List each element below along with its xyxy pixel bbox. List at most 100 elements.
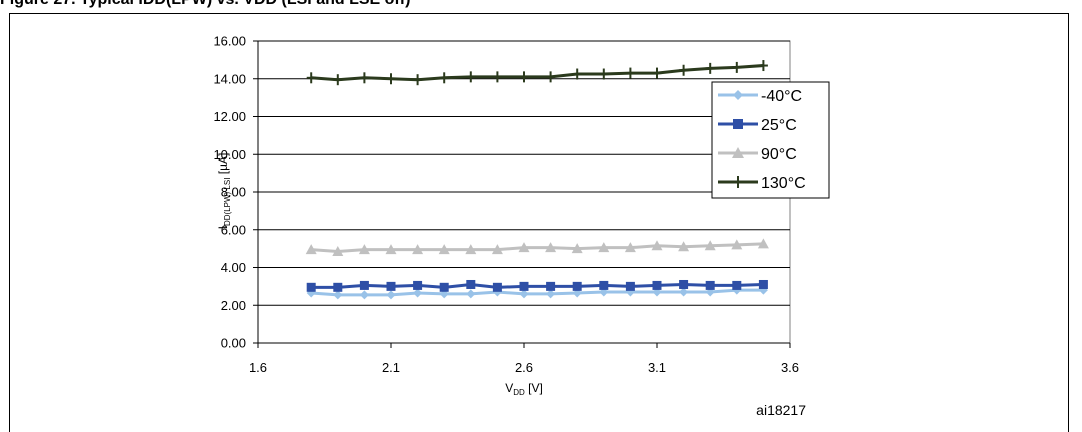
data-point-marker: [571, 243, 583, 254]
data-point-marker: [733, 176, 743, 188]
series-3: [306, 60, 768, 86]
data-point-marker: [758, 60, 768, 72]
y-tick-label: 6.00: [221, 222, 246, 237]
data-point-marker: [466, 71, 476, 83]
data-point-marker: [705, 280, 715, 290]
x-axis-label: VDD [V]: [505, 381, 543, 397]
data-point-marker: [413, 280, 423, 290]
x-axis-label-unit: [V]: [525, 381, 543, 395]
data-point-marker: [731, 239, 743, 250]
data-point-marker: [465, 244, 477, 255]
data-point-marker: [519, 71, 529, 83]
data-point-marker: [306, 72, 316, 84]
data-point-marker: [358, 244, 370, 255]
legend-box: [711, 81, 830, 199]
data-point-marker: [733, 90, 743, 100]
data-point-marker: [572, 281, 582, 291]
legend-label: 130°C: [761, 175, 806, 192]
data-point-marker: [757, 238, 769, 249]
y-tick-label: 12.00: [213, 109, 246, 124]
data-point-marker: [652, 67, 662, 79]
x-axis-label-sub: DD: [513, 388, 525, 397]
y-axis-label: IDD(LPW) LSI [µA]: [216, 153, 232, 230]
data-point-marker: [678, 241, 690, 252]
data-point-marker: [679, 279, 689, 289]
data-point-marker: [572, 68, 582, 80]
series-layer: [305, 60, 769, 300]
data-point-marker: [733, 119, 743, 129]
data-point-marker: [386, 281, 396, 291]
legend-label: -40°C: [761, 88, 802, 105]
figure-frame: [9, 13, 1069, 432]
legend-entry: -40°C: [718, 88, 802, 105]
figure-caption: Figure 27. Typical IDD(LPW) vs. VDD (LSI…: [0, 0, 410, 9]
data-point-marker: [438, 244, 450, 255]
data-point-marker: [333, 290, 343, 300]
data-point-marker: [439, 72, 449, 84]
data-point-marker: [705, 62, 715, 74]
legend-label: 25°C: [761, 117, 797, 134]
figure-caption-strip: Figure 27. Typical IDD(LPW) vs. VDD (LSI…: [0, 0, 1082, 10]
data-point-marker: [625, 281, 635, 291]
data-point-marker: [704, 240, 716, 251]
data-point-marker: [651, 240, 663, 251]
data-point-marker: [732, 280, 742, 290]
y-tick-label: 10.00: [213, 147, 246, 162]
data-point-marker: [679, 287, 689, 297]
data-point-marker: [758, 279, 768, 289]
data-point-marker: [625, 67, 635, 79]
data-point-marker: [546, 289, 556, 299]
legend: -40°C 25°C 90°C 130°C: [711, 81, 830, 199]
data-point-marker: [679, 64, 689, 76]
data-point-marker: [519, 289, 529, 299]
data-point-marker: [492, 71, 502, 83]
data-point-marker: [439, 282, 449, 292]
x-tick-label: 2.1: [382, 360, 400, 375]
data-point-marker: [306, 282, 316, 292]
data-point-marker: [359, 72, 369, 84]
data-point-marker: [386, 73, 396, 85]
data-point-marker: [652, 280, 662, 290]
data-point-marker: [546, 281, 556, 291]
axes: [257, 41, 791, 348]
legend-entry: 90°C: [718, 146, 797, 163]
data-point-marker: [732, 61, 742, 73]
y-tick-label: 0.00: [221, 336, 246, 351]
legend-entry: 130°C: [718, 175, 806, 192]
series-line: [311, 242, 764, 253]
data-point-marker: [518, 242, 530, 253]
x-axis-label-main: V: [505, 381, 513, 395]
data-point-marker: [385, 244, 397, 255]
data-point-marker: [519, 281, 529, 291]
data-point-marker: [332, 245, 344, 256]
x-tick-label: 3.6: [781, 360, 799, 375]
data-point-marker: [492, 282, 502, 292]
data-point-marker: [545, 242, 557, 253]
x-tick-label: 3.1: [648, 360, 666, 375]
data-point-marker: [598, 242, 610, 253]
y-axis-label-unit: [µA]: [216, 153, 230, 178]
gridlines: [253, 40, 790, 344]
x-tick-label: 2.6: [515, 360, 533, 375]
figure-id: ai18217: [756, 402, 806, 418]
data-point-marker: [599, 280, 609, 290]
legend-label: 90°C: [761, 146, 797, 163]
x-tick-labels: 1.6 2.1 2.6 3.1 3.6: [249, 360, 799, 375]
y-axis-label-main: I: [216, 226, 230, 229]
y-tick-label: 8.00: [221, 185, 246, 200]
data-point-marker: [386, 290, 396, 300]
data-point-marker: [359, 280, 369, 290]
y-tick-label: 16.00: [213, 34, 246, 49]
data-point-marker: [412, 244, 424, 255]
legend-entry: 25°C: [718, 117, 797, 134]
y-tick-label: 4.00: [221, 260, 246, 275]
data-point-marker: [466, 279, 476, 289]
y-tick-label: 2.00: [221, 298, 246, 313]
data-point-marker: [491, 244, 503, 255]
y-tick-label: 14.00: [213, 71, 246, 86]
data-point-marker: [359, 290, 369, 300]
data-point-marker: [333, 74, 343, 86]
series-1: [306, 279, 768, 292]
data-point-marker: [305, 244, 317, 255]
